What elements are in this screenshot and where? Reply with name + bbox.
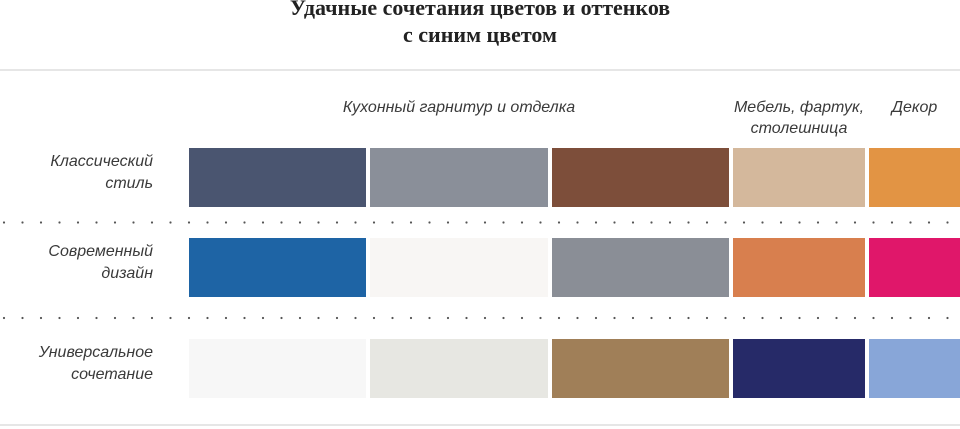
color-swatch xyxy=(552,238,729,297)
column-header: Кухонный гарнитур и отделка xyxy=(343,99,575,116)
color-swatch xyxy=(733,148,865,207)
row-label: Современный xyxy=(48,243,153,260)
column-header: Мебель, фартук, xyxy=(734,99,864,116)
title-line: с синим цветом xyxy=(403,22,557,47)
color-swatch xyxy=(370,238,548,297)
color-swatch xyxy=(370,148,548,207)
color-swatch xyxy=(869,148,960,207)
title-line: Удачные сочетания цветов и оттенков xyxy=(290,0,670,20)
color-swatch xyxy=(189,339,366,398)
row-label: дизайн xyxy=(101,265,153,282)
color-swatch xyxy=(733,339,865,398)
color-swatch xyxy=(552,148,729,207)
color-swatch xyxy=(370,339,548,398)
row-label: Универсальное xyxy=(38,344,153,361)
column-header: столешница xyxy=(751,120,848,137)
color-swatch xyxy=(869,238,960,297)
color-swatch xyxy=(869,339,960,398)
color-swatch xyxy=(552,339,729,398)
color-swatch xyxy=(189,148,366,207)
color-swatch xyxy=(733,238,865,297)
row-label: стиль xyxy=(105,175,153,192)
row-label: Классический xyxy=(50,153,153,170)
row-label: сочетание xyxy=(71,366,153,383)
column-header: Декор xyxy=(890,99,938,116)
color-swatch xyxy=(189,238,366,297)
